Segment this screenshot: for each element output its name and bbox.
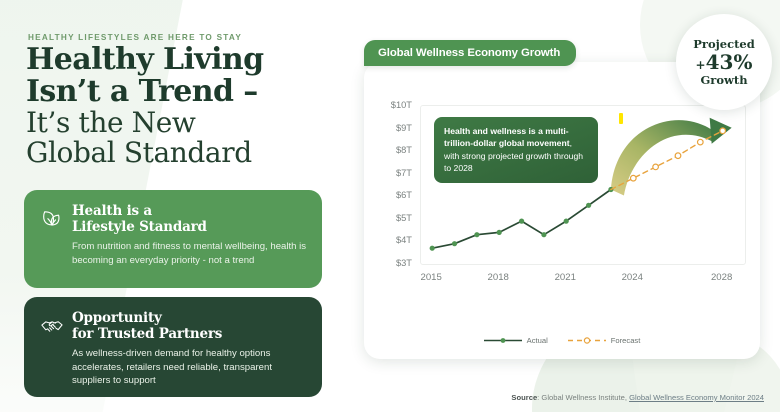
data-point-forecast (696, 138, 704, 146)
legend-label-actual: Actual (526, 336, 548, 345)
y-axis-tick-label: $3T (395, 258, 412, 268)
series-line-forecast (610, 130, 724, 191)
card-title: Health is a Lifestyle Standard (72, 203, 308, 236)
y-axis-tick-label: $5T (395, 212, 412, 223)
data-point-forecast (652, 163, 660, 171)
x-axis-tick-label: 2024 (621, 272, 643, 283)
y-axis-tick-label: $10T (390, 100, 412, 110)
source-link[interactable]: Global Wellness Economy Monitor 2024 (629, 393, 764, 402)
source-label: Source (511, 393, 538, 402)
y-axis-labels: $10T $9T $8T $7T $6T $5T $4T $3T (364, 62, 420, 312)
callout-bold-text: Health and wellness is a multi-trillion-… (444, 126, 570, 149)
y-axis-tick-label: $9T (395, 122, 412, 133)
card-body: As wellness-driven demand for healthy op… (72, 347, 272, 387)
card-health-lifestyle[interactable]: Health is a Lifestyle Standard From nutr… (24, 190, 322, 288)
data-point-actual (474, 232, 480, 238)
x-axis-tick-label: 2028 (710, 272, 733, 283)
data-point-actual (519, 218, 525, 224)
card-opportunity-partners[interactable]: Opportunity for Trusted Partners As well… (24, 297, 322, 397)
callout-box: Health and wellness is a multi-trillion-… (434, 117, 598, 183)
data-point-actual (451, 241, 458, 247)
badge-bottom-label: Growth (700, 72, 748, 87)
x-axis-tick-label: 2018 (487, 272, 509, 283)
headline-line-3: It’s the New (26, 106, 196, 140)
card-title-line-1: Opportunity (72, 310, 162, 326)
card-title-line-2: for Trusted Partners (72, 326, 223, 343)
badge-percent: 43% (705, 49, 753, 74)
source-separator: : (537, 393, 542, 402)
legend-line-actual (483, 338, 522, 343)
chart-panel: $10T $9T $8T $7T $6T $5T $4T $3T 2015 2018 2021 20… (364, 62, 760, 359)
legend-line-forecast (567, 337, 606, 344)
chart-title-tab: Global Wellness Economy Growth (364, 40, 577, 66)
source-publisher: Global Wellness Institute, (541, 393, 630, 402)
y-axis-tick-label: $8T (395, 145, 412, 156)
y-axis-tick-label: $4T (395, 235, 412, 246)
projected-growth-badge: Projected +43% Growth (676, 14, 772, 110)
y-axis-tick-label: $7T (395, 167, 412, 178)
headline-line-1: Healthy Living (26, 42, 264, 77)
leaf-icon (38, 206, 66, 234)
yellow-marker-icon (619, 113, 623, 124)
data-point-actual (496, 229, 502, 235)
card-body: From nutrition and fitness to mental wel… (72, 240, 307, 266)
headline-line-4: Global Standard (26, 136, 252, 170)
handshake-icon (38, 313, 66, 341)
badge-value: +43% (695, 49, 753, 74)
growth-arrow-body (610, 120, 715, 196)
card-title: Opportunity for Trusted Partners (72, 310, 308, 343)
callout-rest-text: , with strong projected growth through t… (444, 138, 584, 174)
legend-item-actual[interactable]: Actual (483, 336, 548, 345)
data-point-forecast (629, 174, 637, 182)
x-axis-tick-label: 2015 (420, 272, 442, 283)
legend-item-forecast[interactable]: Forecast (567, 336, 641, 345)
y-axis-tick-label: $6T (395, 190, 412, 201)
card-title-line-1: Health is a (72, 203, 152, 219)
data-point-actual (586, 202, 592, 208)
headline-line-2: Isn’t a Trend – (26, 74, 258, 110)
growth-arrow-icon (610, 117, 732, 196)
chart-legend: Actual Forecast (364, 336, 760, 345)
eyebrow-text: HEALTHY LIFESTYLES ARE HERE TO STAY (28, 33, 243, 42)
x-axis-tick-label: 2021 (554, 272, 576, 283)
data-point-forecast (674, 152, 682, 160)
badge-plus-sign: + (695, 57, 706, 72)
data-point-actual (563, 218, 569, 224)
left-content-column: HEALTHY LIFESTYLES ARE HERE TO STAY Heal… (0, 0, 352, 412)
source-footnote: Source: Global Wellness Institute, Globa… (511, 393, 764, 402)
badge-top-label: Projected (693, 36, 755, 51)
card-title-line-2: Lifestyle Standard (72, 219, 207, 236)
data-point-actual (541, 232, 547, 238)
data-point-actual (429, 245, 435, 251)
data-point-forecast (719, 127, 727, 135)
page-title: Healthy Living Isn’t a Trend – It’s the … (26, 42, 336, 170)
legend-label-forecast: Forecast (610, 336, 641, 345)
chart-svg (429, 117, 732, 251)
